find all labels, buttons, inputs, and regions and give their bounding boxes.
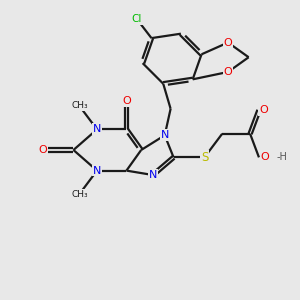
Text: O: O [122,96,131,106]
Text: O: O [38,145,47,155]
Text: N: N [93,166,101,176]
Text: CH₃: CH₃ [71,101,88,110]
Text: O: O [224,67,233,77]
Text: S: S [201,151,208,164]
Text: O: O [224,38,233,47]
Text: Cl: Cl [132,14,142,24]
Text: N: N [160,130,169,140]
Text: -H: -H [277,152,287,162]
Text: O: O [260,152,269,162]
Text: N: N [149,170,157,180]
Text: N: N [93,124,101,134]
Text: CH₃: CH₃ [71,190,88,199]
Text: O: O [259,105,268,115]
